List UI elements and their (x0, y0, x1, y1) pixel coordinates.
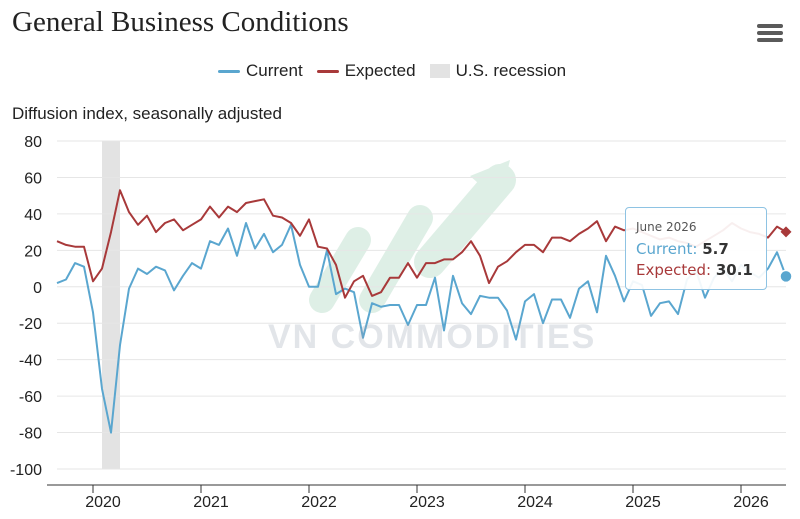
watermark-text: VN COMMODITIES (268, 318, 597, 356)
legend-swatch-current (218, 69, 240, 73)
legend-item-current[interactable]: Current (218, 61, 303, 81)
x-tick-label: 2021 (193, 494, 229, 511)
legend-item-recession[interactable]: U.S. recession (429, 61, 567, 81)
chart-title: General Business Conditions (12, 6, 349, 38)
y-tick-label: 20 (24, 243, 42, 260)
y-tick-label: 80 (24, 134, 42, 151)
tooltip: June 2026 Current: 5.7 Expected: 30.1 (625, 207, 767, 290)
legend-item-expected[interactable]: Expected (316, 61, 416, 81)
y-tick-label: -80 (19, 426, 42, 443)
hamburger-menu-icon[interactable] (757, 24, 783, 46)
recession-band (102, 141, 120, 469)
series-line-current (56, 222, 787, 434)
y-tick-label: 0 (33, 280, 42, 297)
tooltip-expected-value: 30.1 (715, 261, 753, 279)
legend-label-expected: Expected (344, 61, 416, 80)
y-tick-label: 40 (24, 207, 42, 224)
y-tick-label: -60 (19, 389, 42, 406)
tooltip-expected-label: Expected: (636, 261, 712, 279)
legend-swatch-recession (429, 64, 450, 78)
data-point-current-last (779, 269, 793, 284)
legend: Current Expected U.S. recession (218, 61, 566, 81)
tooltip-current-label: Current: (636, 240, 698, 258)
x-tick-label: 2026 (733, 494, 769, 511)
x-tick-label: 2024 (517, 494, 553, 511)
y-tick-label: -100 (10, 462, 42, 479)
x-tick-label: 2020 (85, 494, 121, 511)
watermark-logo-icon (309, 160, 516, 313)
y-axis-label: Diffusion index, seasonally adjusted (12, 104, 282, 123)
tooltip-current-value: 5.7 (702, 240, 729, 258)
tooltip-current-row: Current: 5.7 (636, 239, 756, 260)
y-tick-label: -20 (19, 316, 42, 333)
legend-label-recession: U.S. recession (455, 61, 567, 80)
x-tick-label: 2025 (625, 494, 661, 511)
legend-label-current: Current (246, 61, 303, 80)
y-tick-label: 60 (24, 170, 42, 187)
x-tick-label: 2022 (301, 494, 337, 511)
x-tick-label: 2023 (409, 494, 445, 511)
data-point-expected-last (780, 226, 792, 238)
tooltip-date: June 2026 (636, 220, 697, 234)
legend-swatch-expected (316, 69, 339, 73)
tooltip-expected-row: Expected: 30.1 (636, 260, 756, 281)
y-tick-label: -40 (19, 353, 42, 370)
